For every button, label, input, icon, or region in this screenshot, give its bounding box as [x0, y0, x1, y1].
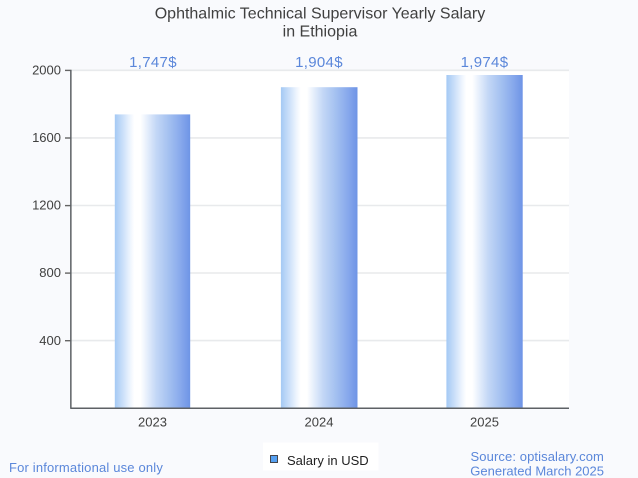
svg-text:1,747$: 1,747$ [129, 54, 177, 71]
svg-text:2000: 2000 [32, 63, 61, 78]
svg-text:For informational use only: For informational use only [9, 460, 163, 475]
svg-text:1200: 1200 [32, 198, 61, 213]
svg-text:Source: optisalary.com: Source: optisalary.com [471, 449, 604, 464]
svg-text:1600: 1600 [32, 130, 61, 145]
svg-text:1,974$: 1,974$ [461, 54, 509, 71]
svg-text:Generated March 2025: Generated March 2025 [470, 463, 604, 478]
svg-text:800: 800 [39, 265, 61, 280]
svg-text:Salary in USD: Salary in USD [287, 453, 369, 468]
svg-text:2025: 2025 [470, 415, 499, 430]
svg-text:400: 400 [39, 333, 61, 348]
svg-text:2023: 2023 [138, 415, 167, 430]
svg-text:2024: 2024 [305, 415, 334, 430]
svg-text:1,904$: 1,904$ [295, 54, 343, 71]
svg-text:in Ethiopia: in Ethiopia [283, 23, 358, 40]
svg-text:Ophthalmic Technical Superviso: Ophthalmic Technical Supervisor Yearly S… [155, 6, 486, 23]
